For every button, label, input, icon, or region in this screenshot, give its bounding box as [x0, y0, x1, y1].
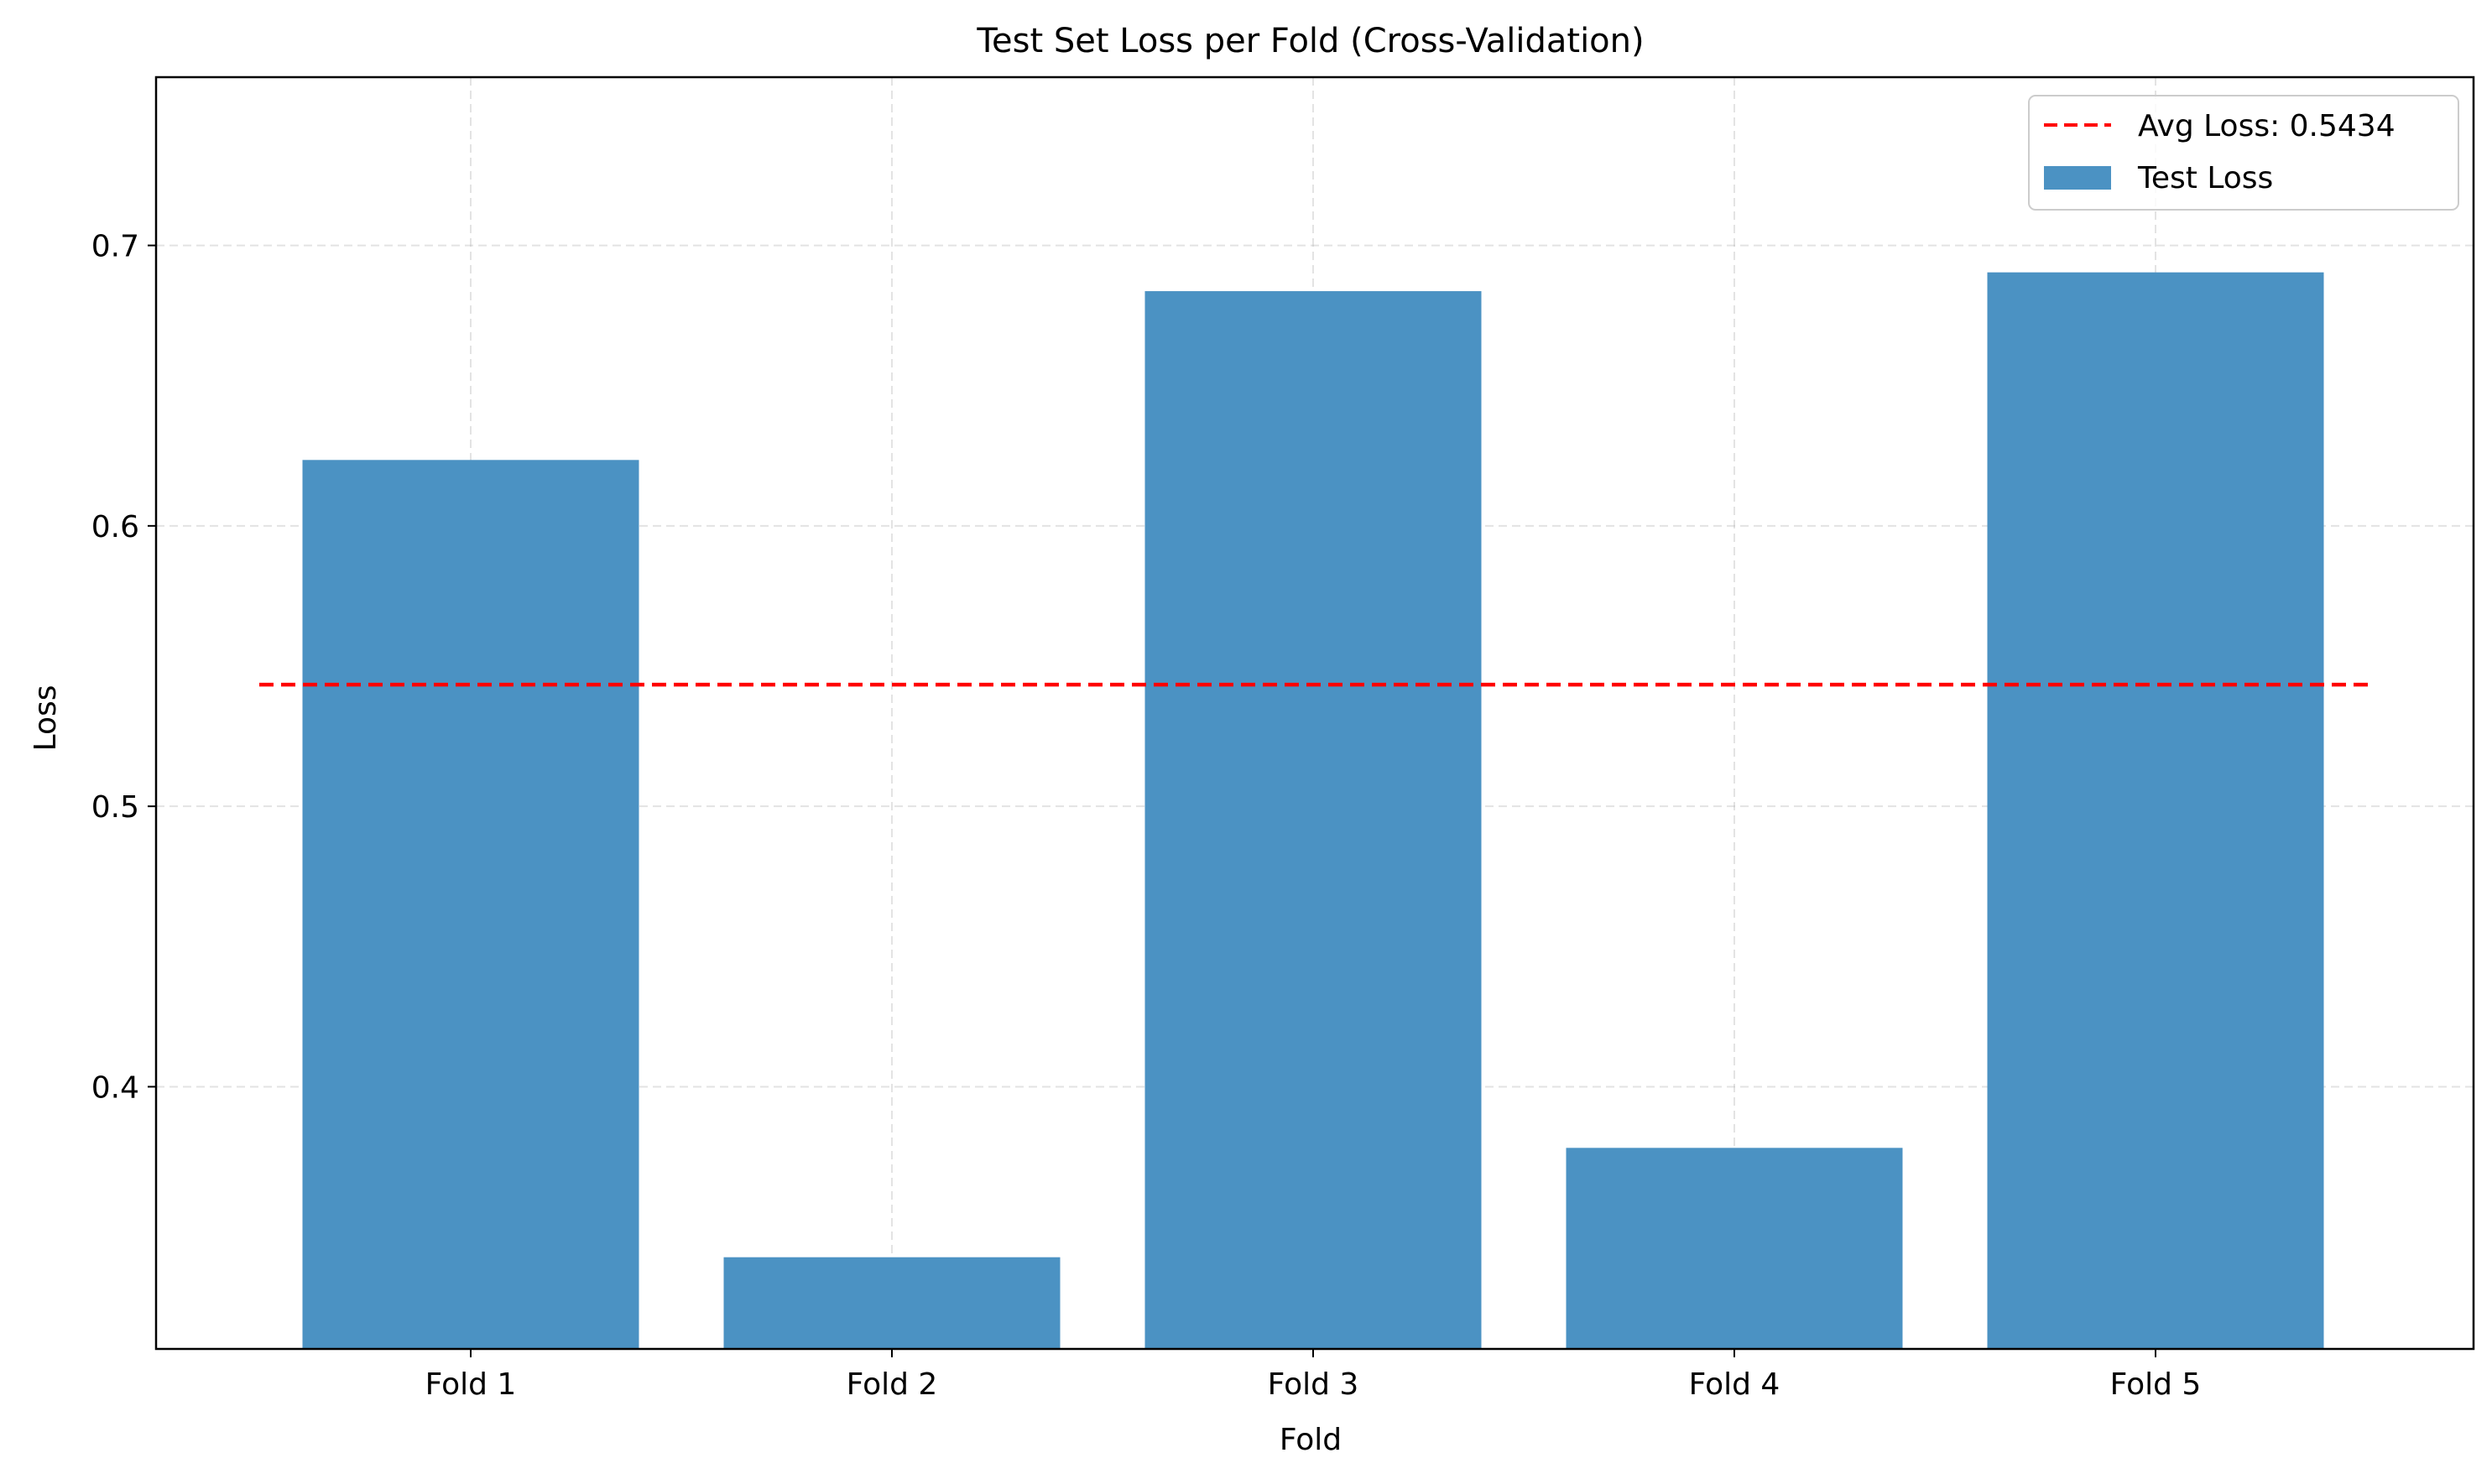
y-axis-ticks: 0.4 0.5 0.6 0.7 — [91, 230, 156, 1105]
x-tick-label: Fold 4 — [1689, 1367, 1780, 1402]
legend-avg-line-label: Avg Loss: 0.5434 — [2138, 109, 2396, 143]
bars — [302, 272, 2324, 1350]
y-tick-label: 0.6 — [91, 510, 139, 544]
x-axis-ticks: Fold 1 Fold 2 Fold 3 Fold 4 Fold 5 — [425, 1349, 2202, 1402]
legend-box — [2028, 95, 2459, 211]
x-tick-label: Fold 1 — [425, 1367, 517, 1402]
legend: Avg Loss: 0.5434 Test Loss — [2028, 95, 2459, 211]
legend-test-loss-swatch — [2044, 166, 2111, 190]
x-tick-label: Fold 2 — [847, 1367, 938, 1402]
y-tick-label: 0.7 — [91, 230, 139, 264]
y-axis-label: Loss — [29, 685, 63, 752]
x-tick-label: Fold 3 — [1268, 1367, 1359, 1402]
legend-test-loss-label: Test Loss — [2137, 161, 2273, 195]
y-tick-label: 0.5 — [91, 790, 139, 825]
y-tick-label: 0.4 — [91, 1070, 139, 1105]
x-axis-label: Fold — [1280, 1423, 1342, 1457]
bar-4 — [1566, 1148, 1903, 1349]
bar-2 — [723, 1257, 1061, 1349]
chart-title: Test Set Loss per Fold (Cross-Validation… — [976, 22, 1644, 60]
bar-1 — [302, 460, 639, 1349]
bar-5 — [1987, 272, 2324, 1349]
plot-frame — [154, 76, 2475, 1351]
x-tick-label: Fold 5 — [2110, 1367, 2202, 1402]
bar-3 — [1144, 291, 1482, 1350]
